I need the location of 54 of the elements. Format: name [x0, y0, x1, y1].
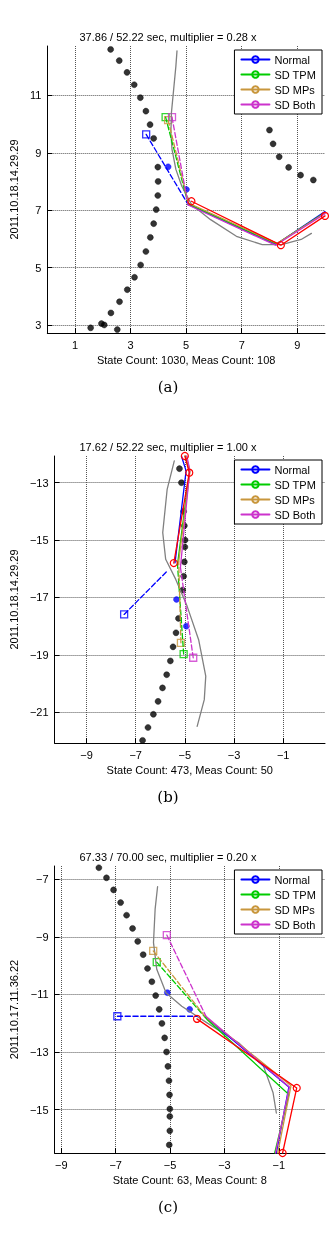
- x-tick-label: 7: [238, 338, 245, 351]
- x-tick-label: 1: [72, 338, 79, 351]
- x-tick-label: −1: [276, 748, 290, 761]
- legend-label: SD MPs: [274, 903, 316, 916]
- x-tick-label: 5: [183, 338, 190, 351]
- x-tick-label: −3: [227, 748, 241, 761]
- legend-label: Normal: [274, 873, 310, 886]
- y-tick-label: 3: [35, 318, 42, 331]
- x-axis-title: State Count: 473, Meas Count: 50: [106, 764, 273, 777]
- x-tick-label: −9: [55, 1158, 68, 1171]
- x-tick-label: −3: [218, 1158, 231, 1171]
- chart-title: 67.33 / 70.00 sec, multiplier = 0.20 x: [79, 850, 257, 863]
- chart-title: 17.62 / 52.22 sec, multiplier = 1.00 x: [79, 440, 257, 453]
- x-tick-label: −7: [109, 1158, 122, 1171]
- y-tick-label: −13: [29, 476, 49, 489]
- legend-label: Normal: [274, 53, 310, 66]
- y-tick-label: −15: [29, 1103, 49, 1116]
- y-axis-title: 2011.10.17.11.36.22: [7, 959, 20, 1060]
- y-tick-label: 7: [35, 204, 42, 217]
- x-tick-label: 3: [127, 338, 134, 351]
- chart-title: 37.86 / 52.22 sec, multiplier = 0.28 x: [79, 30, 257, 43]
- y-tick-label: −13: [29, 1045, 49, 1058]
- legend-label: SD TPM: [274, 68, 316, 81]
- legend-label: SD Both: [274, 508, 316, 521]
- x-axis-title: State Count: 63, Meas Count: 8: [112, 1174, 267, 1187]
- y-axis-title: 2011.10.18.14.29.29: [7, 139, 20, 240]
- legend-label: SD Both: [274, 98, 316, 111]
- y-tick-label: −9: [36, 930, 49, 943]
- legend-label: SD Both: [274, 918, 316, 931]
- text: (c): [156, 1198, 180, 1216]
- x-tick-label: −7: [129, 748, 142, 761]
- x-tick-label: 9: [294, 338, 301, 351]
- x-tick-label: −1: [272, 1158, 286, 1171]
- x-tick-label: −5: [163, 1158, 177, 1171]
- legend-label: SD MPs: [274, 83, 316, 96]
- y-tick-label: −15: [29, 534, 49, 547]
- y-tick-label: −19: [29, 648, 49, 661]
- y-tick-label: 9: [35, 146, 42, 159]
- y-axis-title: 2011.10.18.14.29.29: [7, 549, 20, 650]
- y-tick-label: −7: [36, 873, 49, 886]
- legend-label: SD TPM: [274, 478, 316, 491]
- y-tick-label: 11: [29, 89, 42, 102]
- y-tick-label: −21: [29, 706, 49, 719]
- legend-label: SD TPM: [274, 888, 316, 901]
- text: (a): [156, 378, 180, 396]
- x-tick-label: −5: [178, 748, 192, 761]
- x-axis-title: State Count: 1030, Meas Count: 108: [96, 354, 276, 367]
- legend-label: SD MPs: [274, 493, 316, 506]
- y-tick-label: −17: [29, 591, 49, 604]
- x-tick-label: −9: [80, 748, 93, 761]
- legend-label: Normal: [274, 463, 310, 476]
- y-tick-label: −11: [30, 988, 49, 1001]
- y-tick-label: 5: [35, 261, 42, 274]
- text: (b): [156, 788, 180, 806]
